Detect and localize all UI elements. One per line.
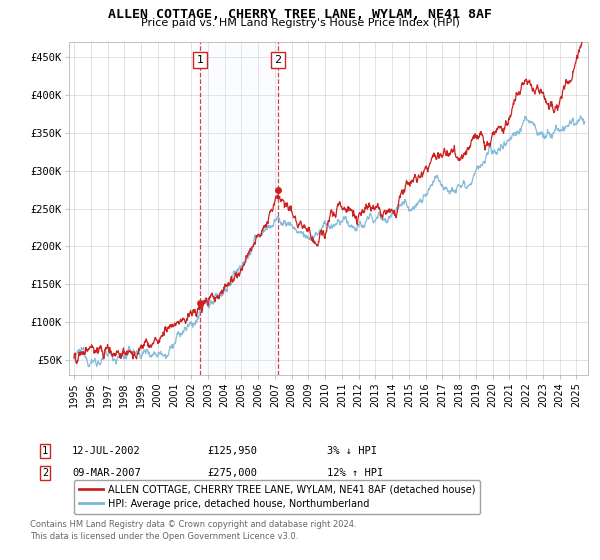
Legend: ALLEN COTTAGE, CHERRY TREE LANE, WYLAM, NE41 8AF (detached house), HPI: Average : ALLEN COTTAGE, CHERRY TREE LANE, WYLAM, … bbox=[74, 480, 480, 514]
Point bbox=[273, 185, 283, 194]
Text: 1: 1 bbox=[197, 55, 203, 65]
Point bbox=[195, 298, 205, 307]
Text: 3% ↓ HPI: 3% ↓ HPI bbox=[327, 446, 377, 456]
Bar bbox=[200, 42, 278, 375]
Text: 1: 1 bbox=[42, 446, 48, 456]
Text: Contains HM Land Registry data © Crown copyright and database right 2024.: Contains HM Land Registry data © Crown c… bbox=[30, 520, 356, 529]
Text: 12-JUL-2002: 12-JUL-2002 bbox=[72, 446, 141, 456]
Text: ALLEN COTTAGE, CHERRY TREE LANE, WYLAM, NE41 8AF: ALLEN COTTAGE, CHERRY TREE LANE, WYLAM, … bbox=[108, 8, 492, 21]
Text: Price paid vs. HM Land Registry's House Price Index (HPI): Price paid vs. HM Land Registry's House … bbox=[140, 18, 460, 29]
Text: 12% ↑ HPI: 12% ↑ HPI bbox=[327, 468, 383, 478]
Text: 2: 2 bbox=[42, 468, 48, 478]
Text: £125,950: £125,950 bbox=[207, 446, 257, 456]
Text: 2: 2 bbox=[274, 55, 281, 65]
Text: 09-MAR-2007: 09-MAR-2007 bbox=[72, 468, 141, 478]
Text: £275,000: £275,000 bbox=[207, 468, 257, 478]
Text: This data is licensed under the Open Government Licence v3.0.: This data is licensed under the Open Gov… bbox=[30, 532, 298, 541]
